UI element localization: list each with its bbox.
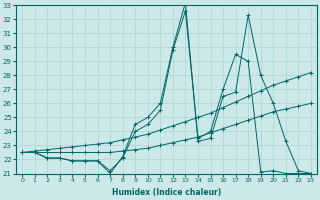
X-axis label: Humidex (Indice chaleur): Humidex (Indice chaleur) [112,188,221,197]
